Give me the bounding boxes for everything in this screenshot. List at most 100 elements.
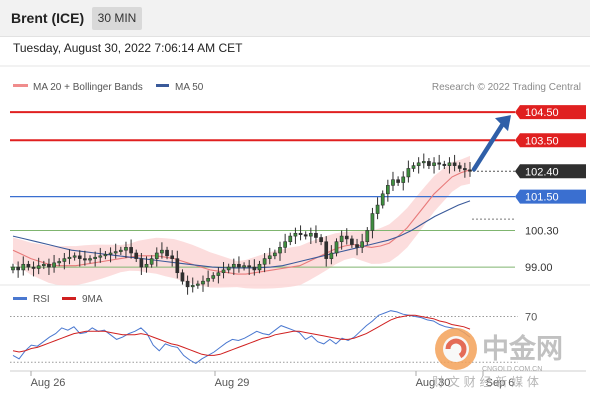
chart-header: Brent (ICE) 30 MIN (0, 0, 590, 37)
support-label-bg (515, 189, 586, 204)
instrument-title: Brent (ICE) (11, 10, 85, 26)
candle-bearish (139, 258, 144, 268)
candle-bearish (396, 179, 400, 183)
candle-bullish (447, 162, 452, 166)
support-level-label: 101.50 (525, 192, 559, 204)
candle-bullish (108, 252, 113, 255)
candle-bullish (118, 249, 123, 252)
candle-bullish (421, 161, 426, 164)
candle-bullish (160, 249, 164, 254)
candle-bearish (303, 234, 308, 237)
watermark-brand: 中金网 (482, 333, 563, 365)
candle-bearish (442, 163, 447, 166)
cngold-logo-swirl (445, 338, 467, 359)
cngold-logo: 中金网 CNGOLD.COM.CN 财 文 财 经 新 媒 体 (432, 328, 563, 389)
candle-bearish (247, 265, 252, 268)
candle-bearish (463, 168, 467, 171)
candle-bearish (237, 263, 241, 268)
candle-bullish (36, 265, 41, 269)
candle-bullish (72, 255, 77, 258)
ma50-line (12, 200, 471, 269)
candle-bullish (103, 254, 108, 257)
candle-bearish (298, 232, 303, 235)
candle-bullish (375, 204, 380, 214)
candle-bullish (149, 258, 154, 265)
candle-bearish (452, 162, 457, 166)
chart-timestamp: Tuesday, August 30, 2022 7:06:14 AM CET (13, 41, 243, 55)
candle-bullish (406, 168, 411, 178)
candle-bearish (77, 255, 82, 259)
pivot-level-label: 99.00 (525, 262, 553, 274)
candle-bullish (62, 258, 67, 262)
ma20-legend-swatch (13, 84, 28, 87)
candle-bearish (129, 247, 133, 254)
candle-bullish (206, 278, 210, 282)
candle-bullish (124, 247, 128, 251)
projection-arrow (471, 115, 511, 172)
candle-bearish (175, 258, 180, 274)
candle-bullish (360, 241, 365, 248)
candle-bearish (252, 266, 257, 271)
candle-bearish (16, 266, 20, 271)
candle-bullish (67, 256, 72, 259)
candle-bearish (324, 241, 329, 259)
candle-bearish (350, 238, 354, 245)
candle-bullish (273, 252, 277, 257)
candle-bullish (88, 258, 92, 261)
candle-bullish (57, 261, 62, 264)
candle-bearish (437, 162, 442, 165)
price-levels (10, 111, 515, 268)
ma50-legend-swatch (156, 84, 169, 87)
candle-bullish (196, 283, 200, 286)
rsi-ma-legend-swatch (62, 297, 76, 300)
candle-bullish (52, 262, 56, 268)
candle-bullish (211, 275, 216, 279)
candle-bearish (344, 235, 349, 240)
x-tick-label: Sep 6 (486, 377, 515, 389)
rsi-ma-legend-label: 9MA (82, 294, 103, 305)
candle-bullish (144, 263, 149, 268)
candle-bearish (314, 232, 318, 238)
x-axis-labels: Aug 26 Aug 29 Aug 30 Sep 6 (30, 371, 515, 389)
bollinger-band-area (13, 155, 470, 289)
candle-bearish (180, 272, 185, 282)
research-credit: Research © 2022 Trading Central (432, 82, 581, 93)
moving-averages (12, 169, 471, 275)
candle-bullish (416, 162, 421, 166)
rsi-line (12, 310, 471, 364)
candle-bullish (329, 252, 334, 259)
candle-bullish (216, 272, 221, 276)
candle-bullish (411, 165, 416, 169)
rsi-ma-line (12, 314, 471, 356)
candle-bullish (283, 241, 287, 248)
candlesticks (11, 153, 472, 295)
candle-bearish (319, 237, 323, 243)
timeframe-badge[interactable]: 30 MIN (92, 7, 142, 30)
resistance-level-label: 104.50 (525, 107, 559, 119)
candle-bullish (21, 263, 26, 271)
candle-bearish (134, 252, 139, 259)
candle-bullish (154, 252, 159, 259)
candle-bullish (242, 265, 246, 268)
price-level-labels: 104.50 103.50 102.40 101.50 100.30 99.00 (515, 105, 586, 274)
ma50-legend-label: MA 50 (175, 82, 204, 93)
candle-bullish (190, 285, 195, 288)
candle-bullish (370, 213, 375, 231)
candle-bearish (165, 249, 169, 257)
candle-bearish (83, 258, 87, 261)
candle-bullish (401, 176, 406, 183)
candle-bearish (26, 263, 31, 268)
candle-bullish (334, 241, 339, 254)
candle-bearish (170, 255, 175, 259)
candle-bearish (468, 169, 472, 172)
pivot-level-label: 100.30 (525, 225, 559, 237)
watermark-tagline: 财 文 财 经 新 媒 体 (432, 374, 539, 389)
resistance-level-label: 103.50 (525, 135, 559, 147)
rsi-panel: 70 (10, 310, 537, 364)
x-tick-label: Aug 29 (215, 377, 250, 389)
candle-bullish (308, 232, 313, 237)
resistance-label-bg (515, 133, 586, 148)
rsi-legend-label: RSI (33, 294, 50, 305)
candle-bullish (41, 263, 46, 266)
candle-bearish (355, 244, 359, 248)
